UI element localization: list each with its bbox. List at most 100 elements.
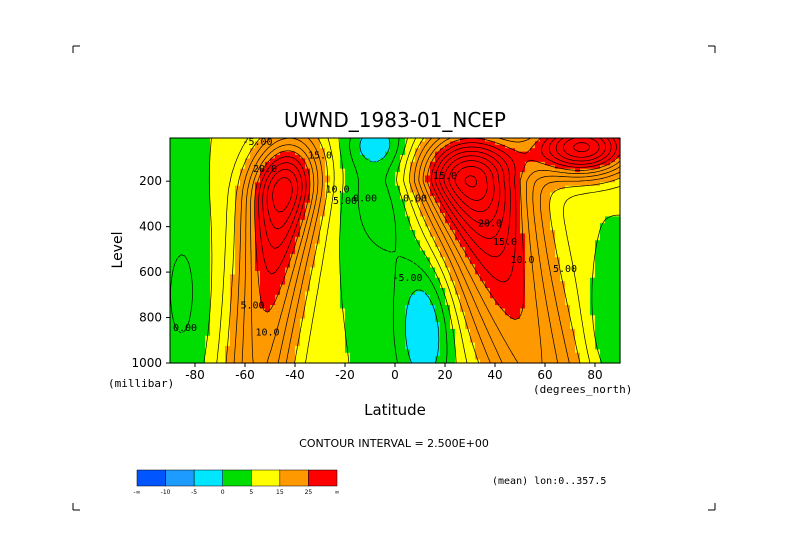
field-cell xyxy=(190,165,196,170)
field-cell xyxy=(175,253,181,258)
field-cell xyxy=(230,236,236,241)
field-cell xyxy=(185,192,191,197)
field-cell xyxy=(360,230,366,235)
field-cell xyxy=(590,189,596,194)
field-cell xyxy=(575,236,581,241)
field-cell xyxy=(385,172,391,177)
field-cell xyxy=(355,155,361,160)
field-cell xyxy=(455,230,461,235)
field-cell xyxy=(230,158,236,163)
field-cell xyxy=(205,301,211,306)
field-cell xyxy=(360,240,366,245)
field-cell xyxy=(280,247,286,252)
field-cell xyxy=(610,322,616,327)
field-cell xyxy=(375,277,381,282)
field-cell xyxy=(595,267,601,272)
field-cell xyxy=(600,182,606,187)
field-cell xyxy=(405,322,411,327)
field-cell xyxy=(195,288,201,293)
field-cell xyxy=(575,223,581,228)
field-cell xyxy=(295,165,301,170)
field-cell xyxy=(565,148,571,153)
field-cell xyxy=(280,257,286,262)
field-cell xyxy=(420,240,426,245)
field-cell xyxy=(200,264,206,269)
field-cell xyxy=(275,274,281,279)
field-cell xyxy=(180,274,186,279)
field-cell xyxy=(450,158,456,163)
field-cell xyxy=(555,277,561,282)
field-cell xyxy=(615,264,621,269)
field-cell xyxy=(540,199,546,204)
field-cell xyxy=(550,236,556,241)
field-cell xyxy=(190,219,196,224)
field-cell xyxy=(400,219,406,224)
field-cell xyxy=(425,192,431,197)
field-cell xyxy=(210,195,216,200)
field-cell xyxy=(255,247,261,252)
field-cell xyxy=(340,322,346,327)
field-cell xyxy=(235,284,241,289)
field-cell xyxy=(350,288,356,293)
field-cell xyxy=(270,230,276,235)
field-cell xyxy=(230,288,236,293)
field-cell xyxy=(475,165,481,170)
field-cell xyxy=(520,284,526,289)
field-cell xyxy=(310,155,316,160)
field-cell xyxy=(475,175,481,180)
field-cell xyxy=(330,213,336,218)
field-cell xyxy=(175,182,181,187)
field-cell xyxy=(215,281,221,286)
field-cell xyxy=(560,189,566,194)
field-cell xyxy=(465,305,471,310)
field-cell xyxy=(210,294,216,299)
field-cell xyxy=(260,308,266,313)
field-cell xyxy=(365,288,371,293)
field-cell xyxy=(505,148,511,153)
field-cell xyxy=(480,219,486,224)
field-cell xyxy=(315,267,321,272)
field-cell xyxy=(460,144,466,149)
field-cell xyxy=(565,291,571,296)
field-cell xyxy=(290,138,296,143)
field-cell xyxy=(550,223,556,228)
field-cell xyxy=(485,185,491,190)
field-cell xyxy=(345,138,351,143)
field-cell xyxy=(245,236,251,241)
field-cell xyxy=(290,257,296,262)
field-cell xyxy=(430,301,436,306)
field-cell xyxy=(245,308,251,313)
field-cell xyxy=(610,213,616,218)
field-cell xyxy=(365,247,371,252)
field-cell xyxy=(250,257,256,262)
field-cell xyxy=(460,206,466,211)
field-cell xyxy=(195,226,201,231)
field-cell xyxy=(195,141,201,146)
field-cell xyxy=(210,155,216,160)
field-cell xyxy=(275,308,281,313)
field-cell xyxy=(385,257,391,262)
field-cell xyxy=(525,172,531,177)
field-cell xyxy=(495,294,501,299)
field-cell xyxy=(280,243,286,248)
field-cell xyxy=(210,151,216,156)
field-cell xyxy=(325,311,331,316)
field-cell xyxy=(560,219,566,224)
field-cell xyxy=(525,281,531,286)
field-cell xyxy=(385,281,391,286)
field-cell xyxy=(415,148,421,153)
field-cell xyxy=(315,161,321,166)
field-cell xyxy=(455,284,461,289)
field-cell xyxy=(465,178,471,183)
field-cell xyxy=(550,291,556,296)
field-cell xyxy=(335,253,341,258)
field-cell xyxy=(600,141,606,146)
field-cell xyxy=(265,311,271,316)
field-cell xyxy=(265,138,271,143)
field-cell xyxy=(490,158,496,163)
field-cell xyxy=(410,178,416,183)
field-cell xyxy=(390,144,396,149)
field-cell xyxy=(205,175,211,180)
field-cell xyxy=(350,240,356,245)
field-cell xyxy=(555,219,561,224)
